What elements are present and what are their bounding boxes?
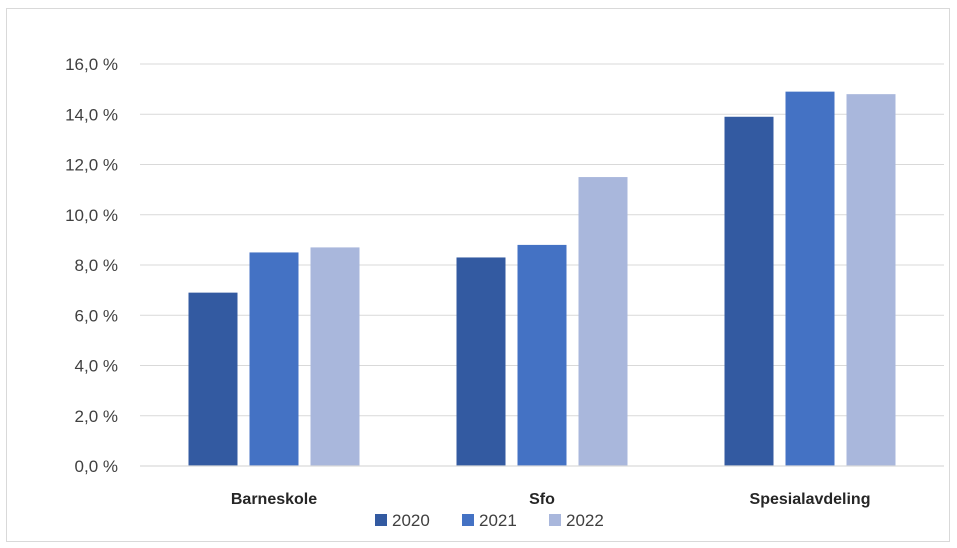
- y-tick-label: 12,0 %: [65, 156, 118, 175]
- bar-2021-barneskole: [250, 252, 299, 466]
- bar-2022-sfo: [579, 177, 628, 466]
- bars: [189, 92, 896, 466]
- legend: 2020 2021 2022: [375, 511, 604, 530]
- legend-item-2020: 2020: [375, 511, 430, 530]
- bar-2020-spesialavdeling: [725, 117, 774, 466]
- y-tick-label: 0,0 %: [75, 457, 118, 476]
- bar-2022-spesialavdeling: [847, 94, 896, 466]
- y-axis-tick-labels: 0,0 % 2,0 % 4,0 % 6,0 % 8,0 % 10,0 % 12,0 % 14,…: [65, 55, 118, 476]
- legend-item-2021: 2021: [462, 511, 517, 530]
- y-tick-label: 16,0 %: [65, 55, 118, 74]
- y-tick-label: 6,0 %: [75, 306, 118, 325]
- y-tick-label: 10,0 %: [65, 206, 118, 225]
- bar-2022-barneskole: [311, 247, 360, 466]
- legend-swatch: [375, 514, 387, 526]
- legend-swatch: [462, 514, 474, 526]
- legend-label: 2022: [566, 511, 604, 530]
- x-category-label: Sfo: [529, 491, 555, 508]
- y-tick-label: 14,0 %: [65, 105, 118, 124]
- bar-2020-barneskole: [189, 293, 238, 466]
- y-tick-label: 8,0 %: [75, 256, 118, 275]
- bar-2021-spesialavdeling: [786, 92, 835, 466]
- bar-2021-sfo: [518, 245, 567, 466]
- legend-item-2022: 2022: [549, 511, 604, 530]
- y-tick-label: 4,0 %: [75, 357, 118, 376]
- legend-swatch: [549, 514, 561, 526]
- x-axis-category-labels: Barneskole Sfo Spesialavdeling: [231, 491, 871, 508]
- bar-2020-sfo: [457, 257, 506, 466]
- legend-label: 2021: [479, 511, 517, 530]
- x-category-label: Spesialavdeling: [750, 491, 871, 508]
- x-category-label: Barneskole: [231, 491, 317, 508]
- legend-label: 2020: [392, 511, 430, 530]
- y-tick-label: 2,0 %: [75, 407, 118, 426]
